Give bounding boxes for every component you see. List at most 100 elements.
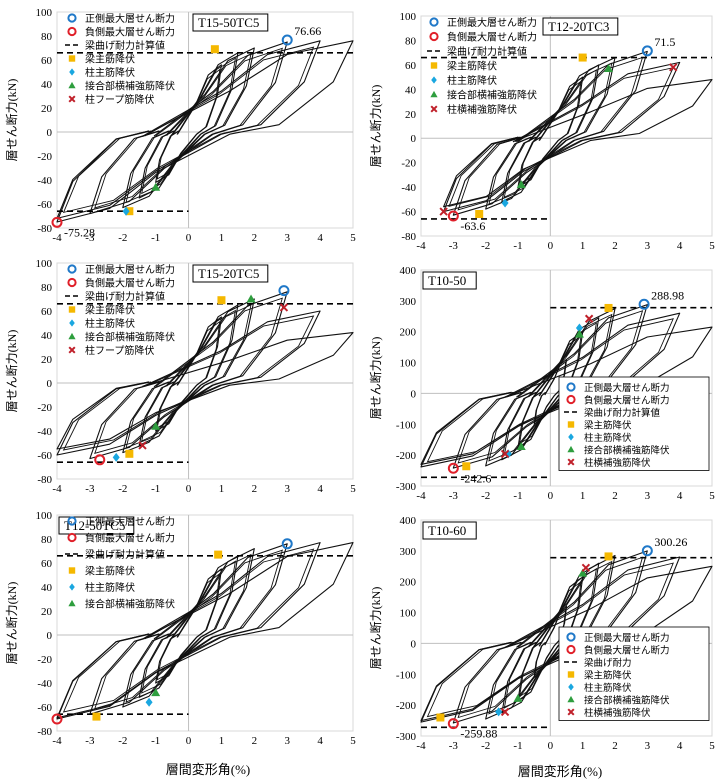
panel-title-box bbox=[422, 521, 477, 540]
x-tick-label: -4 bbox=[52, 483, 62, 495]
marker-beam-yield bbox=[210, 45, 219, 54]
marker-joint-yield bbox=[604, 64, 614, 73]
panel-title-box bbox=[192, 264, 269, 283]
x-tick-label: -4 bbox=[52, 735, 62, 747]
hysteresis-loop-repeat bbox=[94, 549, 283, 710]
marker-joint-yield bbox=[578, 568, 588, 577]
x-tick-label: -1 bbox=[513, 490, 522, 502]
y-tick-label: 80 bbox=[41, 31, 53, 43]
x-tick-label: 3 bbox=[284, 735, 290, 747]
legend-label: 柱横補強筋降伏 bbox=[447, 103, 517, 116]
marker-pos_max bbox=[566, 632, 576, 642]
legend-label: 接合部横補強筋降伏 bbox=[85, 598, 175, 611]
chart-panel: -4 -3 -2 -1 0 1 2 3 4 5 -80 -60 -40 -20 0 20 40 60 80 100 層せ… bbox=[4, 258, 356, 495]
marker-joint-yield bbox=[151, 421, 161, 430]
y-axis-label: 層せん断力(kN) bbox=[368, 337, 383, 420]
legend-label: 梁曲げ耐力計算値 bbox=[584, 407, 661, 419]
marker-hoop-yield bbox=[500, 449, 510, 459]
marker-beam-yield bbox=[125, 449, 134, 458]
marker-column-yield bbox=[575, 323, 583, 333]
neg-max-value-label: -63.6 bbox=[460, 219, 485, 233]
y-tick-label: -40 bbox=[37, 426, 52, 438]
legend-label: 柱横補強筋降伏 bbox=[584, 457, 651, 469]
x-tick-label: 0 bbox=[548, 740, 554, 752]
x-tick-label: 5 bbox=[350, 483, 356, 495]
marker-joint-yield bbox=[513, 693, 523, 702]
legend-label: 正側最大層せん断力 bbox=[85, 515, 175, 528]
marker-column-yield bbox=[568, 683, 574, 691]
marker-pos_max bbox=[67, 13, 77, 23]
marker-beam-yield bbox=[214, 550, 223, 559]
x-tick-label: 3 bbox=[284, 483, 290, 495]
x-tick-label: -3 bbox=[85, 735, 95, 747]
legend-label: 負側最大層せん断力 bbox=[85, 532, 175, 545]
y-tick-label: 60 bbox=[41, 306, 53, 318]
chart-panel: -4 -3 -2 -1 0 1 2 3 4 5 -300 -200 -100 0 100 200 300 400 層… bbox=[368, 515, 715, 752]
y-tick-label: 300 bbox=[400, 546, 417, 558]
marker-hoop-yield bbox=[430, 105, 438, 113]
y-tick-label: 80 bbox=[41, 534, 53, 546]
marker-column-yield bbox=[122, 206, 130, 216]
legend-label: 梁曲げ耐力 bbox=[584, 657, 632, 669]
marker-joint-yield bbox=[68, 81, 76, 89]
x-tick-label: 5 bbox=[709, 490, 715, 502]
y-tick-label: 20 bbox=[41, 606, 53, 618]
legend-label: 梁曲げ耐力計算値 bbox=[85, 39, 165, 52]
legend-label: 柱横補強筋降伏 bbox=[584, 707, 651, 719]
marker-column-yield bbox=[69, 583, 75, 591]
y-tick-label: 200 bbox=[400, 327, 417, 339]
legend-label: 柱フープ筋降伏 bbox=[85, 93, 154, 106]
x-tick-label: -2 bbox=[481, 240, 490, 252]
marker-beam-yield bbox=[462, 462, 471, 471]
panel-title-box bbox=[192, 13, 269, 32]
legend-label: 柱主筋降伏 bbox=[85, 317, 135, 330]
y-axis-label: 層せん断力(kN) bbox=[368, 85, 383, 168]
x-tick-label: -2 bbox=[118, 232, 127, 244]
legend-box bbox=[558, 376, 710, 471]
y-tick-label: 400 bbox=[400, 515, 417, 527]
hysteresis-loop-repeat bbox=[94, 297, 283, 454]
legend-label: 負側最大層せん断力 bbox=[85, 277, 175, 290]
x-tick-label: 1 bbox=[219, 483, 225, 495]
y-tick-label: 20 bbox=[41, 103, 53, 115]
marker-joint-yield bbox=[68, 599, 76, 607]
marker-neg_max bbox=[447, 718, 459, 730]
y-tick-label: 60 bbox=[41, 558, 53, 570]
hysteresis-loop-repeat bbox=[141, 560, 237, 694]
marker-beam-yield bbox=[217, 296, 226, 305]
y-tick-label: 0 bbox=[411, 388, 417, 400]
marker-beam-yield bbox=[475, 210, 484, 218]
marker-joint-yield bbox=[574, 329, 584, 338]
y-axis-label: 層せん断力(kN) bbox=[4, 79, 19, 162]
x-tick-label: -2 bbox=[481, 490, 490, 502]
pos-max-value-label: 71.5 bbox=[654, 35, 675, 49]
legend-label: 梁曲げ耐力計算値 bbox=[85, 290, 165, 303]
x-tick-label: -3 bbox=[449, 240, 459, 252]
legend-label: 接合部横補強筋降伏 bbox=[584, 695, 670, 707]
chart-panel: -4 -3 -2 -1 0 1 2 3 4 5 -300 -200 -100 0 100 200 300 400 層… bbox=[368, 265, 715, 502]
x-tick-label: 0 bbox=[186, 483, 192, 495]
marker-beam-yield bbox=[68, 567, 76, 574]
y-tick-label: 300 bbox=[400, 296, 417, 308]
hysteresis-loop bbox=[443, 79, 713, 208]
marker-column-yield bbox=[568, 433, 574, 441]
x-tick-label: -3 bbox=[85, 483, 95, 495]
y-tick-label: 100 bbox=[400, 11, 417, 23]
y-tick-label: 20 bbox=[41, 354, 53, 366]
legend-label: 梁主筋降伏 bbox=[85, 304, 135, 317]
x-tick-label: 1 bbox=[580, 740, 586, 752]
marker-column-yield bbox=[112, 452, 120, 462]
marker-beam-yield bbox=[604, 303, 613, 312]
neg-max-value-label: -242.6 bbox=[460, 471, 491, 485]
y-tick-label: 80 bbox=[41, 282, 53, 294]
marker-hoop-yield bbox=[68, 95, 76, 103]
y-tick-label: 0 bbox=[47, 127, 53, 139]
neg-max-value-label: -75.28 bbox=[64, 225, 95, 239]
hysteresis-loop-repeat bbox=[156, 320, 221, 429]
marker-neg_max bbox=[566, 644, 576, 655]
panel-title: T12-20TC3 bbox=[548, 19, 609, 34]
marker-neg_max bbox=[447, 462, 459, 474]
legend-label: 柱主筋降伏 bbox=[447, 74, 497, 87]
pos-max-value-label: 300.26 bbox=[654, 535, 687, 549]
